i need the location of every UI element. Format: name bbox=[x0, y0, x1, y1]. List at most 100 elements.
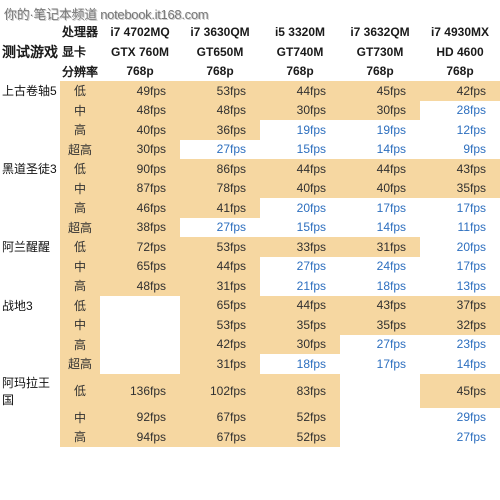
fps-cell: 67fps bbox=[180, 408, 260, 428]
fps-cell: 30fps bbox=[340, 101, 420, 121]
fps-cell: 30fps bbox=[100, 140, 180, 160]
fps-cell: 18fps bbox=[340, 276, 420, 296]
setting-label: 中 bbox=[60, 408, 100, 428]
setting-label: 高 bbox=[60, 335, 100, 355]
fps-cell: 36fps bbox=[180, 120, 260, 140]
game-label bbox=[0, 427, 60, 447]
fps-cell: 87fps bbox=[100, 179, 180, 199]
header-cell: GT650M bbox=[180, 42, 260, 62]
header-cell: 768p bbox=[100, 62, 180, 82]
fps-cell: 31fps bbox=[340, 237, 420, 257]
setting-label: 中 bbox=[60, 315, 100, 335]
fps-cell: 44fps bbox=[180, 257, 260, 277]
fps-cell: 9fps bbox=[420, 140, 500, 160]
fps-cell: 49fps bbox=[100, 81, 180, 101]
fps-cell: 42fps bbox=[180, 335, 260, 355]
fps-cell: 45fps bbox=[420, 374, 500, 408]
setting-label: 低 bbox=[60, 296, 100, 316]
fps-cell: 30fps bbox=[260, 335, 340, 355]
fps-cell: 23fps bbox=[420, 335, 500, 355]
fps-cell bbox=[100, 296, 180, 316]
setting-label: 低 bbox=[60, 237, 100, 257]
fps-cell: 86fps bbox=[180, 159, 260, 179]
fps-cell: 14fps bbox=[340, 218, 420, 238]
setting-label: 超高 bbox=[60, 140, 100, 160]
fps-cell: 29fps bbox=[420, 408, 500, 428]
fps-cell: 27fps bbox=[260, 257, 340, 277]
fps-cell: 65fps bbox=[100, 257, 180, 277]
fps-cell: 72fps bbox=[100, 237, 180, 257]
header-cell: GT730M bbox=[340, 42, 420, 62]
fps-cell: 27fps bbox=[180, 140, 260, 160]
game-label bbox=[0, 315, 60, 335]
setting-label: 中 bbox=[60, 257, 100, 277]
fps-cell: 43fps bbox=[420, 159, 500, 179]
fps-cell: 18fps bbox=[260, 354, 340, 374]
table-row: 高42fps30fps27fps23fps bbox=[0, 335, 500, 355]
fps-cell: 44fps bbox=[340, 159, 420, 179]
fps-cell: 19fps bbox=[340, 120, 420, 140]
fps-cell: 48fps bbox=[100, 276, 180, 296]
fps-cell: 20fps bbox=[420, 237, 500, 257]
setting-label: 中 bbox=[60, 101, 100, 121]
game-label bbox=[0, 140, 60, 160]
game-label: 阿玛拉王国 bbox=[0, 374, 60, 408]
fps-cell: 14fps bbox=[420, 354, 500, 374]
setting-label: 高 bbox=[60, 427, 100, 447]
table-row: 高48fps31fps21fps18fps13fps bbox=[0, 276, 500, 296]
table-row: 上古卷轴5低49fps53fps44fps45fps42fps bbox=[0, 81, 500, 101]
game-label bbox=[0, 354, 60, 374]
table-row: 超高31fps18fps17fps14fps bbox=[0, 354, 500, 374]
fps-cell: 102fps bbox=[180, 374, 260, 408]
table-row: 超高38fps27fps15fps14fps11fps bbox=[0, 218, 500, 238]
fps-cell: 17fps bbox=[420, 257, 500, 277]
setting-label: 超高 bbox=[60, 218, 100, 238]
fps-cell bbox=[340, 374, 420, 408]
fps-cell: 17fps bbox=[340, 354, 420, 374]
header-game-label: 测试游戏 bbox=[0, 42, 60, 62]
fps-cell: 11fps bbox=[420, 218, 500, 238]
benchmark-table: 处理器i7 4702MQi7 3630QMi5 3320Mi7 3632QMi7… bbox=[0, 22, 500, 447]
fps-cell: 136fps bbox=[100, 374, 180, 408]
header-sub-label: 分辨率 bbox=[60, 62, 100, 82]
fps-cell: 21fps bbox=[260, 276, 340, 296]
fps-cell: 12fps bbox=[420, 120, 500, 140]
game-label bbox=[0, 120, 60, 140]
fps-cell: 92fps bbox=[100, 408, 180, 428]
game-label bbox=[0, 218, 60, 238]
setting-label: 中 bbox=[60, 179, 100, 199]
fps-cell: 37fps bbox=[420, 296, 500, 316]
header-cell: GT740M bbox=[260, 42, 340, 62]
fps-cell: 53fps bbox=[180, 81, 260, 101]
fps-cell bbox=[340, 427, 420, 447]
table-row: 高94fps67fps52fps27fps bbox=[0, 427, 500, 447]
header-cell: i7 4930MX bbox=[420, 22, 500, 42]
fps-cell: 19fps bbox=[260, 120, 340, 140]
fps-cell bbox=[100, 315, 180, 335]
fps-cell bbox=[100, 354, 180, 374]
game-label bbox=[0, 335, 60, 355]
header-cell: GTX 760M bbox=[100, 42, 180, 62]
fps-cell: 40fps bbox=[260, 179, 340, 199]
fps-cell: 15fps bbox=[260, 140, 340, 160]
watermark: 你的·笔记本频道 notebook.it168.com bbox=[4, 4, 208, 23]
fps-cell: 17fps bbox=[340, 198, 420, 218]
fps-cell: 83fps bbox=[260, 374, 340, 408]
fps-cell: 20fps bbox=[260, 198, 340, 218]
fps-cell: 24fps bbox=[340, 257, 420, 277]
table-row: 高46fps41fps20fps17fps17fps bbox=[0, 198, 500, 218]
fps-cell: 52fps bbox=[260, 408, 340, 428]
setting-label: 高 bbox=[60, 120, 100, 140]
setting-label: 低 bbox=[60, 159, 100, 179]
setting-label: 高 bbox=[60, 198, 100, 218]
fps-cell: 78fps bbox=[180, 179, 260, 199]
fps-cell: 27fps bbox=[180, 218, 260, 238]
benchmark-table-wrap: 处理器i7 4702MQi7 3630QMi5 3320Mi7 3632QMi7… bbox=[0, 0, 500, 447]
header-cell: i7 3632QM bbox=[340, 22, 420, 42]
game-label: 战地3 bbox=[0, 296, 60, 316]
header-sub-label: 处理器 bbox=[60, 22, 100, 42]
fps-cell: 33fps bbox=[260, 237, 340, 257]
header-game-label bbox=[0, 62, 60, 82]
fps-cell: 44fps bbox=[260, 159, 340, 179]
fps-cell: 28fps bbox=[420, 101, 500, 121]
